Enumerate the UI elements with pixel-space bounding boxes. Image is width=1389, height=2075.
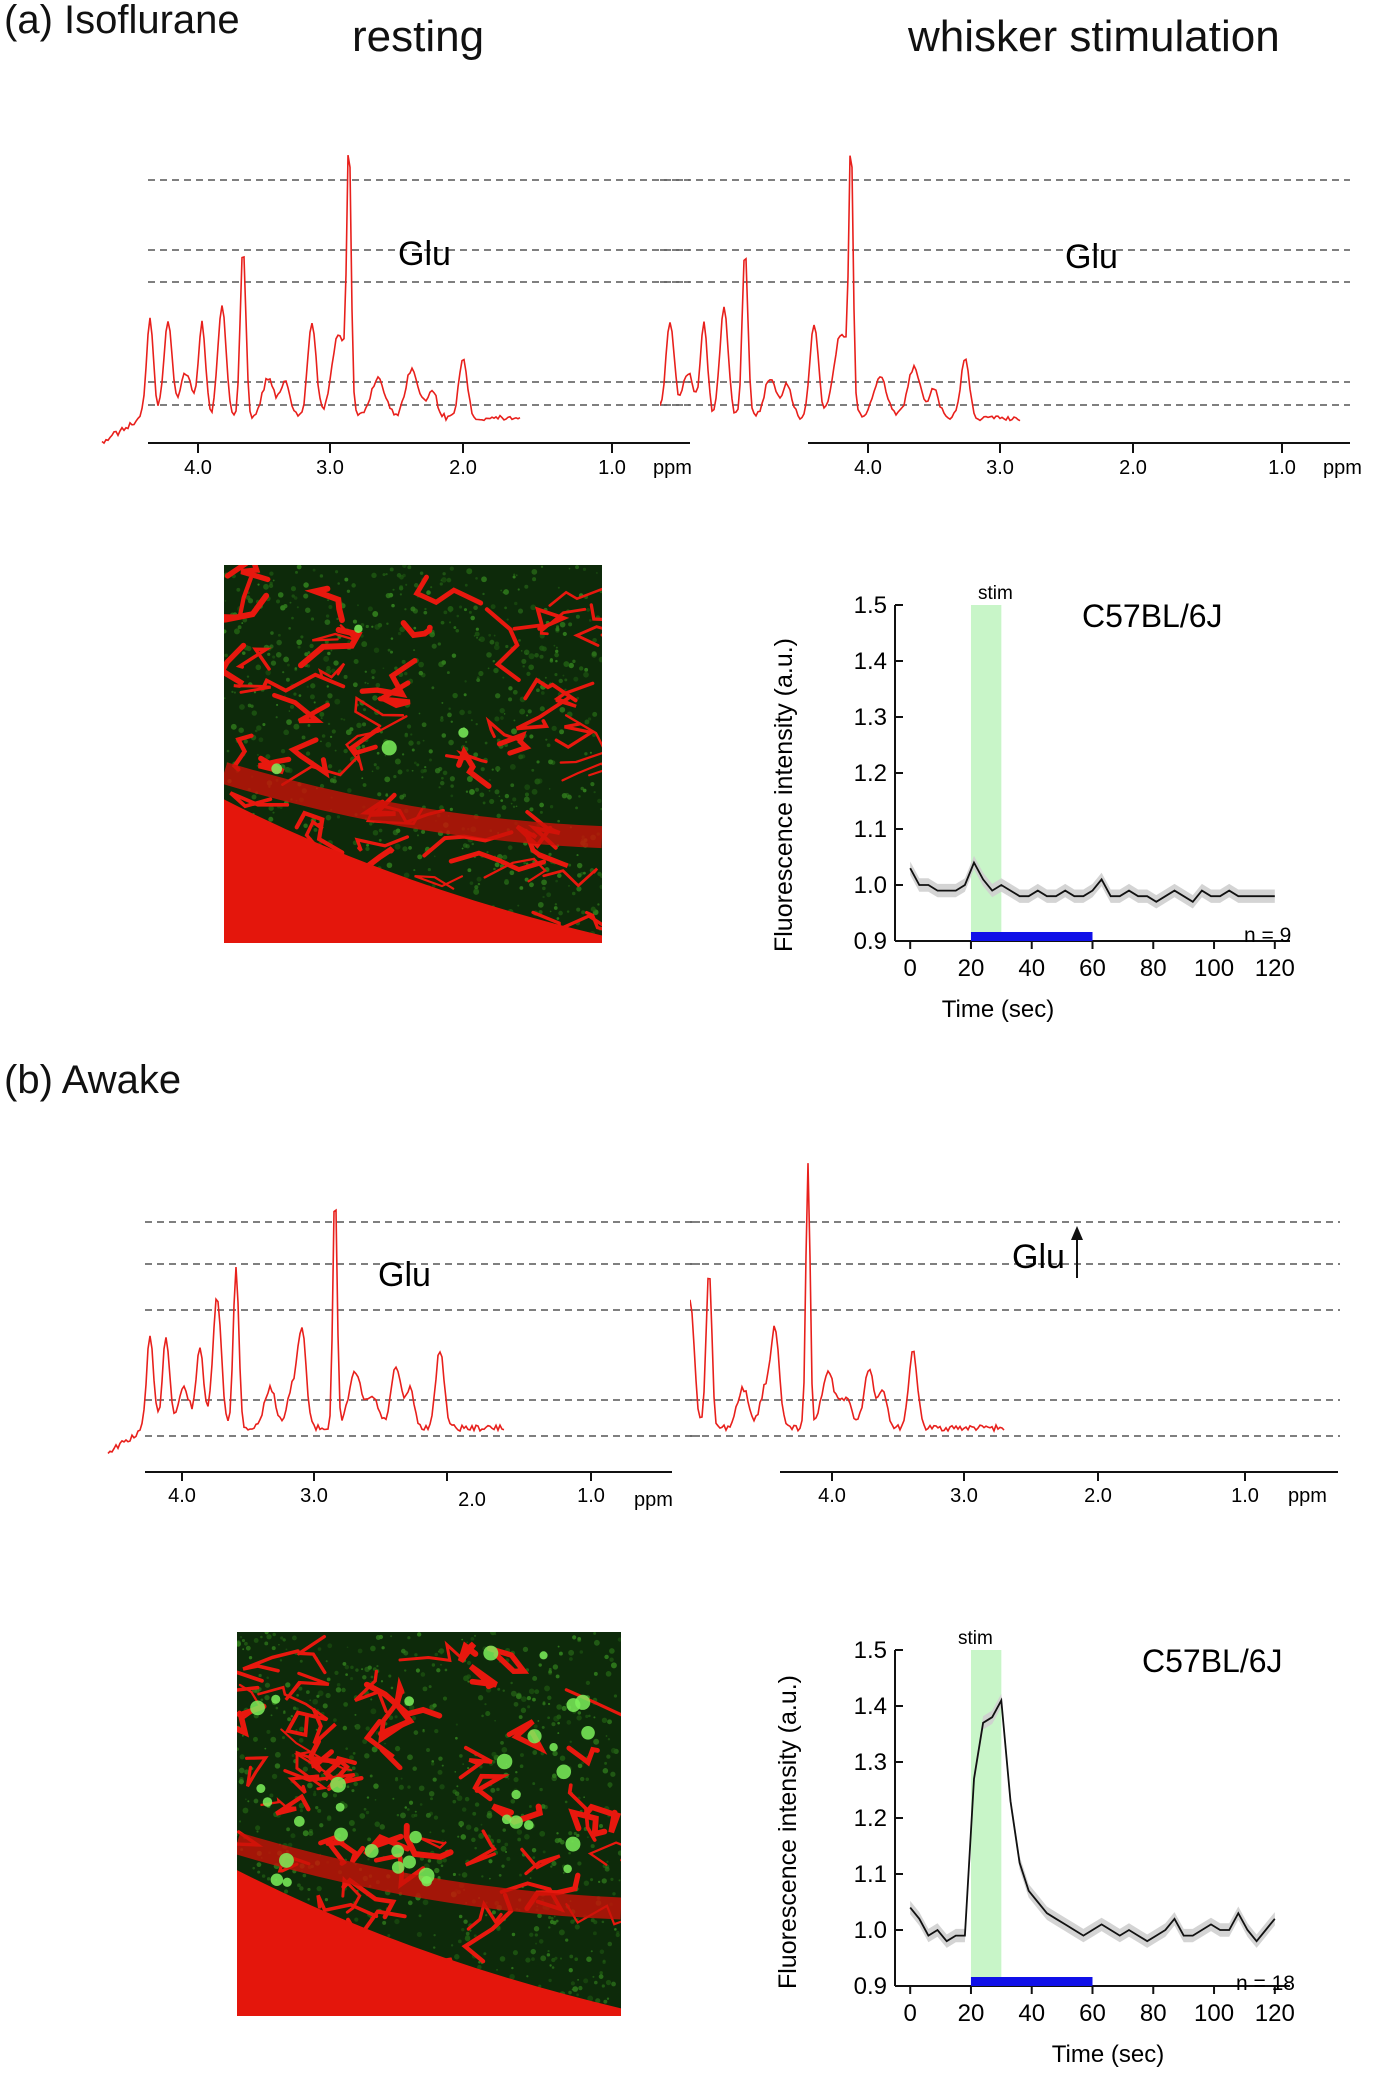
n-label: n = 9 xyxy=(1244,924,1291,947)
y-tick-label: 1.1 xyxy=(854,1861,887,1888)
dashed-guides xyxy=(148,179,690,406)
stim-label: stim xyxy=(978,583,1013,604)
ppm-tick-label: 1.0 xyxy=(577,1485,605,1507)
ppm-ticks xyxy=(867,443,1283,453)
glu-label: Glu xyxy=(398,235,451,273)
ppm-tick-label: 4.0 xyxy=(184,457,212,479)
y-tick-label: 0.9 xyxy=(854,1973,887,2000)
ppm-tick-label: 2.0 xyxy=(1084,1485,1112,1507)
glu-label: Glu xyxy=(1012,1238,1065,1276)
ppm-tick-label: 3.0 xyxy=(986,457,1014,479)
x-tick-label: 0 xyxy=(904,955,917,982)
y-tick-label: 1.4 xyxy=(854,648,887,675)
spectrum-line xyxy=(660,155,1021,422)
dashed-guides xyxy=(690,1221,1340,1437)
ppm-ticks xyxy=(197,443,613,453)
strain-label: C57BL/6J xyxy=(1082,598,1223,634)
sem-band xyxy=(910,855,1275,909)
ppm-tick-label: 2.0 xyxy=(458,1489,486,1511)
stim-duration-bar xyxy=(970,1977,1093,1986)
spectrum-line xyxy=(101,154,521,445)
dashed-guides xyxy=(145,1221,700,1437)
spectrum-b-rest: 4.0 3.0 2.0 1.0 ppm Glu xyxy=(107,1208,700,1511)
ppm-tick-label: 3.0 xyxy=(316,457,344,479)
y-tick-label: 1.0 xyxy=(854,1917,887,1944)
x-tick-label: 20 xyxy=(958,955,985,982)
ppm-unit-label: ppm xyxy=(634,1489,673,1511)
y-tick-label: 1.5 xyxy=(854,1637,887,1664)
y-tick-label: 1.3 xyxy=(854,1749,887,1776)
ppm-unit-label: ppm xyxy=(1288,1485,1327,1507)
two-photon-image-awake xyxy=(237,1632,621,2016)
spectrum-line xyxy=(690,1163,1005,1434)
y-tick-label: 1.4 xyxy=(854,1693,887,1720)
y-tick-label: 0.9 xyxy=(854,928,887,955)
x-axis-label: Time (sec) xyxy=(1052,2041,1164,2068)
ppm-tick-label: 4.0 xyxy=(818,1485,846,1507)
spectrum-a-stim: 4.0 3.0 2.0 1.0 ppm Glu xyxy=(660,155,1362,479)
ppm-tick-label: 1.0 xyxy=(598,457,626,479)
sem-band xyxy=(910,1693,1275,1948)
up-arrow-icon xyxy=(1071,1226,1083,1278)
y-tick-label: 1.1 xyxy=(854,816,887,843)
whisker-stimulation-title: whisker stimulation xyxy=(908,12,1280,61)
x-tick-label: 120 xyxy=(1255,955,1295,982)
y-axis-label: Fluorescence intensity (a.u.) xyxy=(774,1675,802,1989)
strain-label: C57BL/6J xyxy=(1142,1643,1283,1679)
stim-window-band xyxy=(970,1650,1002,1986)
x-tick-label: 20 xyxy=(958,2000,985,2027)
ppm-unit-label: ppm xyxy=(1323,457,1362,479)
y-axis-label: Fluorescence intensity (a.u.) xyxy=(770,638,798,952)
x-tick-label: 60 xyxy=(1079,955,1106,982)
x-tick-label: 120 xyxy=(1255,2000,1295,2027)
dashed-guides xyxy=(660,179,1350,406)
n-label: n = 18 xyxy=(1236,1972,1295,1995)
spectrum-a-rest: 4.0 3.0 2.0 1.0 ppm Glu xyxy=(101,154,692,479)
x-tick-label: 80 xyxy=(1140,955,1167,982)
y-tick-label: 1.2 xyxy=(854,760,887,787)
panel-a-label: (a) Isoflurane xyxy=(4,0,240,42)
ppm-tick-label: 2.0 xyxy=(1119,457,1147,479)
glu-label: Glu xyxy=(378,1256,431,1294)
x-tick-label: 80 xyxy=(1140,2000,1167,2027)
x-tick-label: 60 xyxy=(1079,2000,1106,2027)
ppm-tick-label: 4.0 xyxy=(168,1485,196,1507)
x-tick-label: 0 xyxy=(904,2000,917,2027)
stim-duration-bar xyxy=(970,932,1093,941)
ppm-tick-label: 1.0 xyxy=(1268,457,1296,479)
ppm-tick-label: 4.0 xyxy=(854,457,882,479)
panel-b-label: (b) Awake xyxy=(4,1058,182,1102)
ppm-unit-label: ppm xyxy=(653,457,692,479)
spectrum-b-stim: 4.0 3.0 2.0 1.0 ppm Glu xyxy=(690,1163,1340,1507)
ppm-tick-label: 1.0 xyxy=(1231,1485,1259,1507)
x-tick-label: 40 xyxy=(1018,955,1045,982)
y-tick-label: 1.0 xyxy=(854,872,887,899)
glu-label: Glu xyxy=(1065,238,1118,276)
x-tick-label: 100 xyxy=(1194,2000,1234,2027)
ppm-tick-label: 2.0 xyxy=(449,457,477,479)
mean-fluorescence-line xyxy=(909,1697,1276,1943)
y-tick-label: 1.5 xyxy=(854,592,887,619)
timecourse-chart-a: 0.9 1.0 1.1 1.2 1.3 1.4 1.5 0 20 40 60 80 100 120 sti… xyxy=(770,583,1295,1023)
x-tick-label: 100 xyxy=(1194,955,1234,982)
two-photon-image-isoflurane xyxy=(224,565,602,943)
x-tick-label: 40 xyxy=(1018,2000,1045,2027)
stim-label: stim xyxy=(958,1628,993,1649)
ppm-ticks xyxy=(831,1472,1246,1481)
resting-title: resting xyxy=(352,12,485,61)
ppm-ticks xyxy=(181,1472,592,1481)
x-axis-label: Time (sec) xyxy=(942,996,1054,1023)
timecourse-chart-b: 0.9 1.0 1.1 1.2 1.3 1.4 1.5 0 20 40 60 80 100 120 sti… xyxy=(774,1628,1295,2068)
mean-fluorescence-line xyxy=(909,860,1275,903)
y-tick-label: 1.2 xyxy=(854,1805,887,1832)
ppm-tick-label: 3.0 xyxy=(300,1485,328,1507)
spectrum-line xyxy=(107,1208,505,1454)
y-tick-label: 1.3 xyxy=(854,704,887,731)
ppm-tick-label: 3.0 xyxy=(950,1485,978,1507)
